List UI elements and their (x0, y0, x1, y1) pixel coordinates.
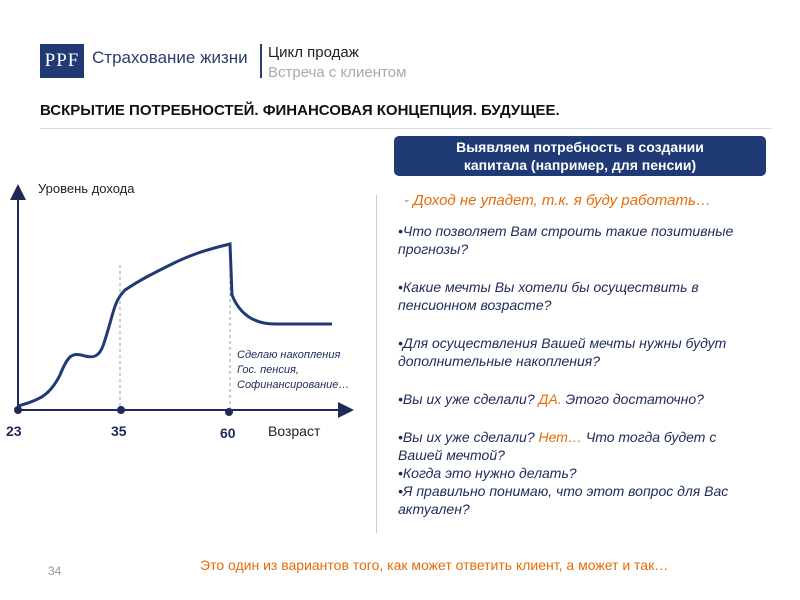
banner-line: Выявляем потребность в создании (456, 139, 704, 155)
age-label: 35 (111, 423, 127, 439)
page-number: 34 (48, 564, 62, 578)
title: ВСКРЫТИЕ ПОТРЕБНОСТЕЙ. ФИНАНСОВАЯ КОНЦЕП… (40, 102, 560, 119)
question-highlight: Нет… (538, 429, 582, 445)
question: •Я правильно понимаю, что этот вопрос дл… (398, 482, 758, 518)
y-label: Уровень дохода (38, 181, 135, 196)
footer-note: Это один из вариантов того, как может от… (200, 557, 669, 573)
note-line: Гос. пенсия, (237, 364, 299, 376)
question-highlight: ДА. (538, 391, 562, 407)
diagram: Уровень дохода Возраст 23 35 60 Сделаю н… (6, 181, 354, 441)
company: Страхование жизни (92, 48, 248, 67)
question-text: •Что позволяет Вам строить такие позитив… (398, 223, 734, 257)
age-label: 60 (220, 425, 236, 441)
age-label: 23 (6, 423, 22, 439)
banner-line: капитала (например, для пенсии) (463, 157, 697, 173)
question-text: •Вы их уже сделали? (398, 429, 535, 445)
question-text: •Вы их уже сделали? (398, 391, 535, 407)
banner: Выявляем потребность в создании капитала… (394, 136, 766, 176)
question: •Что позволяет Вам строить такие позитив… (398, 222, 758, 258)
note-line: Софинансирование… (237, 379, 349, 391)
section: Цикл продаж (268, 44, 359, 61)
x-label: Возраст (268, 423, 321, 439)
divider (376, 195, 377, 533)
age-dot (117, 406, 125, 414)
question: •Вы их уже сделали? ДА. Этого достаточно… (398, 390, 758, 408)
question: •Какие мечты Вы хотели бы осуществить в … (398, 278, 758, 314)
question: •Когда это нужно делать? (398, 464, 758, 482)
question-text: Что тогда будет с Вашей мечтой? (398, 429, 717, 463)
subsection: Встреча с клиентом (268, 64, 407, 81)
question-text: •Когда это нужно делать? (398, 465, 577, 481)
question: •Вы их уже сделали? Нет… Что тогда будет… (398, 428, 758, 464)
note-line: Сделаю накопления (237, 349, 340, 361)
questions: •Что позволяет Вам строить такие позитив… (398, 222, 758, 518)
question-text: •Какие мечты Вы хотели бы осуществить в … (398, 279, 699, 313)
answer: - Доход не упадет, т.к. я буду работать… (404, 192, 711, 209)
age-dot (14, 406, 22, 414)
age-dot (225, 408, 233, 416)
income-curve (17, 242, 332, 408)
rule (40, 128, 772, 129)
question-text: Этого достаточно? (565, 391, 704, 407)
question: •Для осуществления Вашей мечты нужны буд… (398, 334, 758, 370)
separator (260, 44, 262, 78)
question-text: •Для осуществления Вашей мечты нужны буд… (398, 335, 727, 369)
question-text: •Я правильно понимаю, что этот вопрос дл… (398, 483, 729, 517)
logo: PPF (40, 44, 84, 78)
